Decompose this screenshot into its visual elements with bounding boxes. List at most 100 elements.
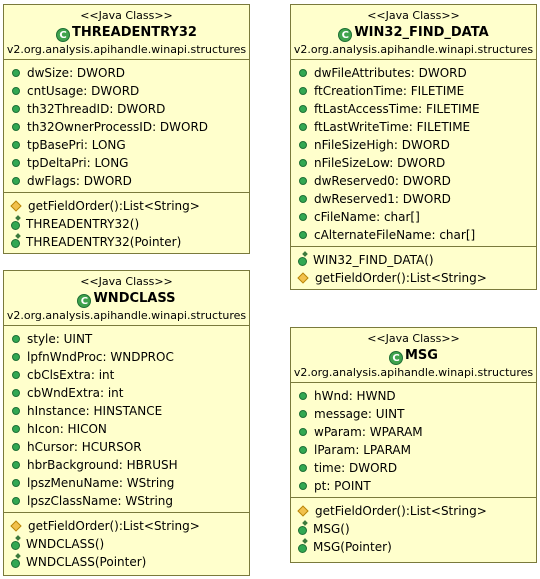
class-wndclass: <<Java Class>> C WNDCLASS v2.org.analysis… — [3, 270, 250, 576]
field-text: hCursor: HCURSOR — [27, 440, 142, 454]
field-row: cbWndExtra: int — [4, 384, 249, 402]
class-name: WIN32_FIND_DATA — [354, 25, 489, 40]
class-icon: C — [389, 351, 403, 365]
method-row: MSG(Pointer) — [291, 538, 536, 556]
field-row: ftLastWriteTime: FILETIME — [291, 118, 536, 136]
field-row: hWnd: HWND — [291, 387, 536, 405]
public-field-icon — [299, 428, 307, 436]
constructor-icon — [11, 559, 20, 568]
field-row: hInstance: HINSTANCE — [4, 402, 249, 420]
field-row: dwReserved1: DWORD — [291, 190, 536, 208]
method-row: getFieldOrder():List<String> — [291, 269, 536, 287]
field-row: th32OwnerProcessID: DWORD — [4, 118, 249, 136]
field-row: pt: POINT — [291, 477, 536, 495]
field-row: nFileSizeHigh: DWORD — [291, 136, 536, 154]
public-field-icon — [12, 105, 20, 113]
public-field-icon — [299, 482, 307, 490]
stereotype-label: <<Java Class>> — [80, 9, 173, 22]
field-row: wParam: WPARAM — [291, 423, 536, 441]
public-field-icon — [12, 141, 20, 149]
methods-section: getFieldOrder():List<String> MSG() MSG(P… — [291, 497, 536, 558]
field-row: hIcon: HICON — [4, 420, 249, 438]
public-field-icon — [12, 87, 20, 95]
method-text: getFieldOrder():List<String> — [315, 504, 487, 518]
stereotype-label: <<Java Class>> — [367, 9, 460, 22]
class-header: <<Java Class>> C WNDCLASS v2.org.analysis… — [4, 271, 249, 326]
class-name: THREADENTRY32 — [72, 25, 197, 40]
field-row: cAlternateFileName: char[] — [291, 226, 536, 244]
public-field-icon — [299, 69, 307, 77]
field-text: dwReserved0: DWORD — [314, 174, 451, 188]
public-field-icon — [299, 123, 307, 131]
method-text: MSG(Pointer) — [313, 540, 392, 554]
field-text: hIcon: HICON — [27, 422, 107, 436]
class-title: C WIN32_FIND_DATA — [293, 23, 534, 42]
method-row: getFieldOrder():List<String> — [4, 517, 249, 535]
field-text: tpDeltaPri: LONG — [27, 156, 129, 170]
method-row: THREADENTRY32() — [4, 215, 249, 233]
stereotype-label: <<Java Class>> — [80, 275, 173, 288]
field-row: lpfnWndProc: WNDPROC — [4, 348, 249, 366]
method-row: THREADENTRY32(Pointer) — [4, 233, 249, 251]
protected-method-icon — [10, 520, 22, 532]
field-text: nFileSizeLow: DWORD — [314, 156, 446, 170]
public-field-icon — [299, 231, 307, 239]
field-text: hInstance: HINSTANCE — [27, 404, 163, 418]
public-field-icon — [299, 159, 307, 167]
field-text: cntUsage: DWORD — [27, 84, 140, 98]
public-field-icon — [12, 461, 20, 469]
methods-section: WIN32_FIND_DATA() getFieldOrder():List<S… — [291, 246, 536, 289]
field-row: dwSize: DWORD — [4, 64, 249, 82]
fields-section: style: UINT lpfnWndProc: WNDPROC cbClsEx… — [4, 326, 249, 512]
class-msg: <<Java Class>> C MSG v2.org.analysis.apih… — [290, 327, 537, 563]
field-text: wParam: WPARAM — [314, 425, 423, 439]
public-field-icon — [299, 410, 307, 418]
package-label: v2.org.analysis.apihandle.winapi.structu… — [6, 309, 247, 322]
field-text: cFileName: char[] — [314, 210, 420, 224]
public-field-icon — [299, 87, 307, 95]
class-icon: C — [56, 28, 71, 42]
constructor-icon — [298, 257, 307, 266]
field-text: lParam: LPARAM — [314, 443, 411, 457]
public-field-icon — [12, 123, 20, 131]
class-name: MSG — [405, 348, 438, 363]
field-text: ftCreationTime: FILETIME — [314, 84, 465, 98]
field-row: lpszClassName: WString — [4, 492, 249, 510]
public-field-icon — [12, 371, 20, 379]
constructor-icon — [298, 526, 307, 535]
public-field-icon — [12, 335, 20, 343]
field-text: cAlternateFileName: char[] — [314, 228, 476, 242]
public-field-icon — [12, 389, 20, 397]
public-field-icon — [299, 141, 307, 149]
class-header: <<Java Class>> C WIN32_FIND_DATA v2.org.a… — [291, 5, 536, 60]
field-text: lpszClassName: WString — [27, 494, 174, 508]
method-text: THREADENTRY32() — [26, 217, 140, 231]
method-text: getFieldOrder():List<String> — [315, 271, 487, 285]
field-row: ftLastAccessTime: FILETIME — [291, 100, 536, 118]
field-row: message: UINT — [291, 405, 536, 423]
field-row: hCursor: HCURSOR — [4, 438, 249, 456]
field-row: dwFileAttributes: DWORD — [291, 64, 536, 82]
class-header: <<Java Class>> C THREADENTRY32 v2.org.ana… — [4, 5, 249, 60]
field-text: dwReserved1: DWORD — [314, 192, 451, 206]
field-text: cbClsExtra: int — [27, 368, 115, 382]
class-header: <<Java Class>> C MSG v2.org.analysis.apih… — [291, 328, 536, 383]
public-field-icon — [299, 177, 307, 185]
field-row: lpszMenuName: WString — [4, 474, 249, 492]
field-row: nFileSizeLow: DWORD — [291, 154, 536, 172]
method-row: WNDCLASS(Pointer) — [4, 553, 249, 571]
class-icon: C — [338, 28, 353, 42]
method-text: THREADENTRY32(Pointer) — [26, 235, 182, 249]
field-text: cbWndExtra: int — [27, 386, 124, 400]
field-text: lpfnWndProc: WNDPROC — [27, 350, 174, 364]
class-win32-find-data: <<Java Class>> C WIN32_FIND_DATA v2.org.a… — [290, 4, 537, 290]
method-row: MSG() — [291, 520, 536, 538]
public-field-icon — [12, 479, 20, 487]
public-field-icon — [12, 407, 20, 415]
field-row: dwReserved0: DWORD — [291, 172, 536, 190]
fields-section: dwFileAttributes: DWORD ftCreationTime: … — [291, 60, 536, 246]
method-text: getFieldOrder():List<String> — [28, 519, 200, 533]
constructor-icon — [11, 541, 20, 550]
field-text: dwSize: DWORD — [27, 66, 126, 80]
public-field-icon — [12, 159, 20, 167]
